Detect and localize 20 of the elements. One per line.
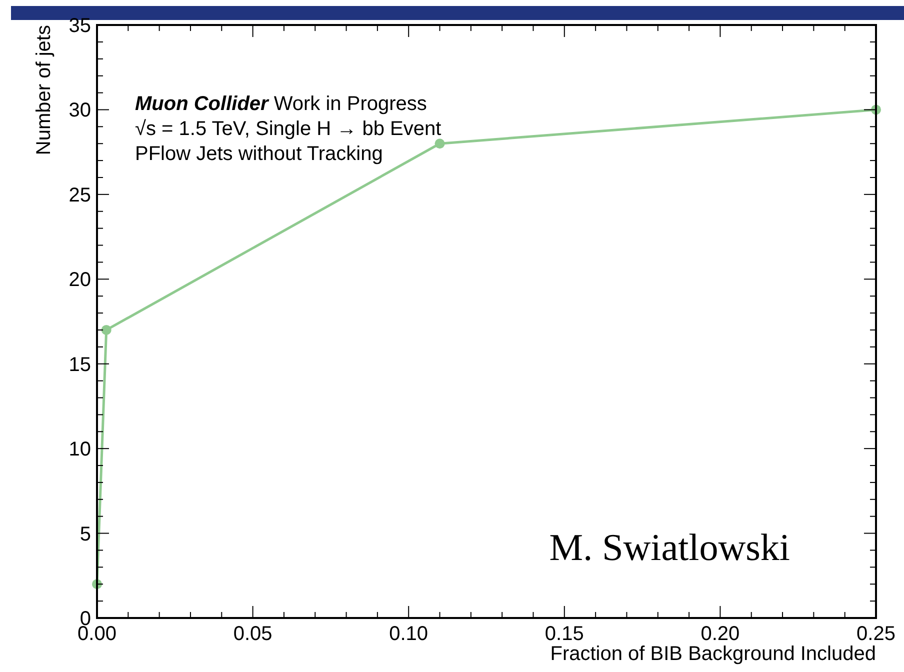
point [101,324,112,335]
y-tick-label: 25 [68,184,91,206]
y-tick-label: 35 [68,15,91,37]
y-tick-label: 5 [80,523,91,546]
y-axis-title: Number of jets [33,25,55,156]
x-tick-label: 0.05 [233,623,272,645]
annotation: M. Swiatlowski [549,527,790,569]
point [434,138,445,149]
x-tick-label: 0.15 [544,623,584,645]
annotation: √s = 1.5 TeV, Single H → bb Event [135,118,442,140]
x-axis-title: Fraction of BIB Background Included [550,643,876,665]
x-tick-label: 0.10 [389,623,428,645]
annotation: Muon Collider Work in Progress [135,93,427,115]
y-tick-label: 10 [68,438,91,461]
x-tick-label: 0.25 [856,623,896,645]
y-tick-label: 15 [68,354,91,376]
x-tick-label: 0.20 [700,623,740,645]
y-tick-label: 30 [68,100,91,122]
y-tick-label: 20 [68,269,91,292]
annotation: PFlow Jets without Tracking [135,143,383,165]
